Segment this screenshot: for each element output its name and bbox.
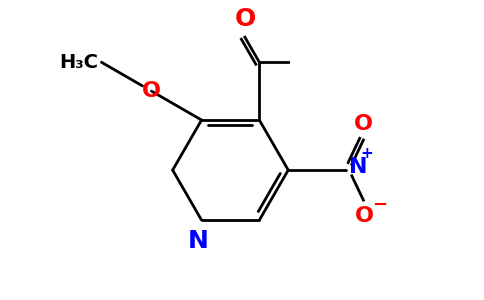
Text: H₃C: H₃C xyxy=(60,53,99,72)
Text: O: O xyxy=(355,206,374,226)
Text: +: + xyxy=(360,146,373,161)
Text: N: N xyxy=(349,157,367,177)
Text: O: O xyxy=(354,114,373,134)
Text: N: N xyxy=(188,229,209,253)
Text: O: O xyxy=(234,8,256,31)
Text: −: − xyxy=(372,196,387,214)
Text: O: O xyxy=(142,81,161,101)
